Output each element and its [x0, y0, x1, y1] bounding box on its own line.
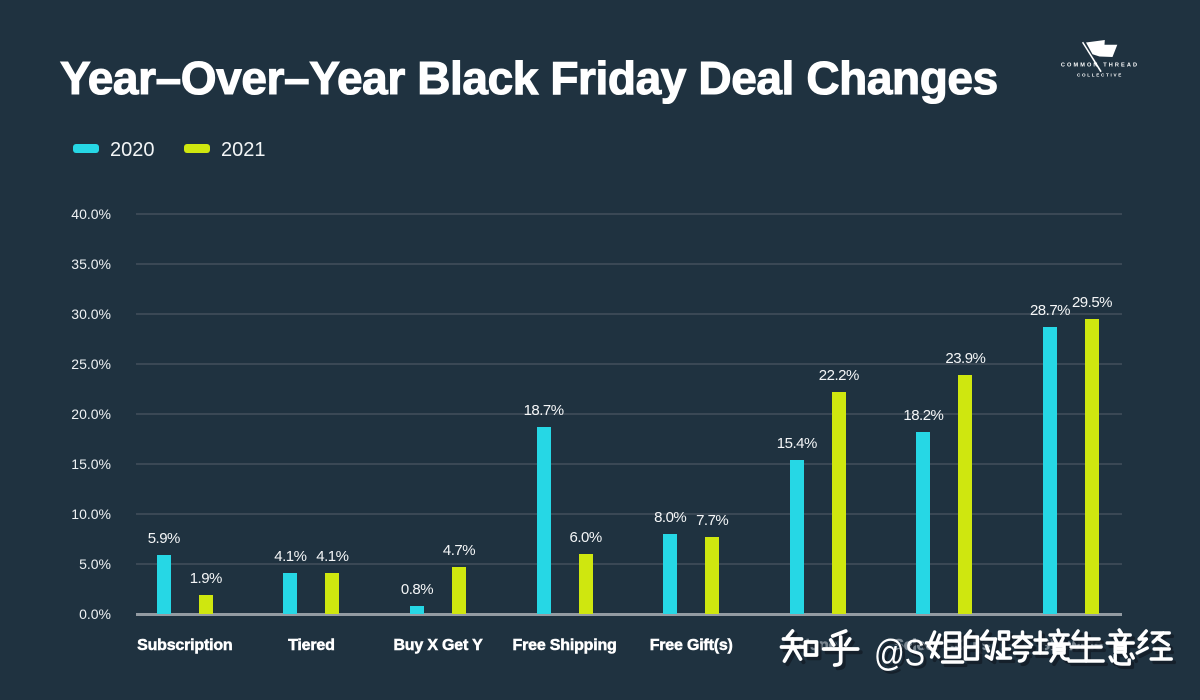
svg-text:COMMON THREAD: COMMON THREAD	[1061, 63, 1139, 69]
svg-text:@S: @S	[877, 636, 928, 677]
svg-text:@S: @S	[874, 633, 925, 674]
svg-text:COLLECTIVE: COLLECTIVE	[1077, 73, 1123, 78]
